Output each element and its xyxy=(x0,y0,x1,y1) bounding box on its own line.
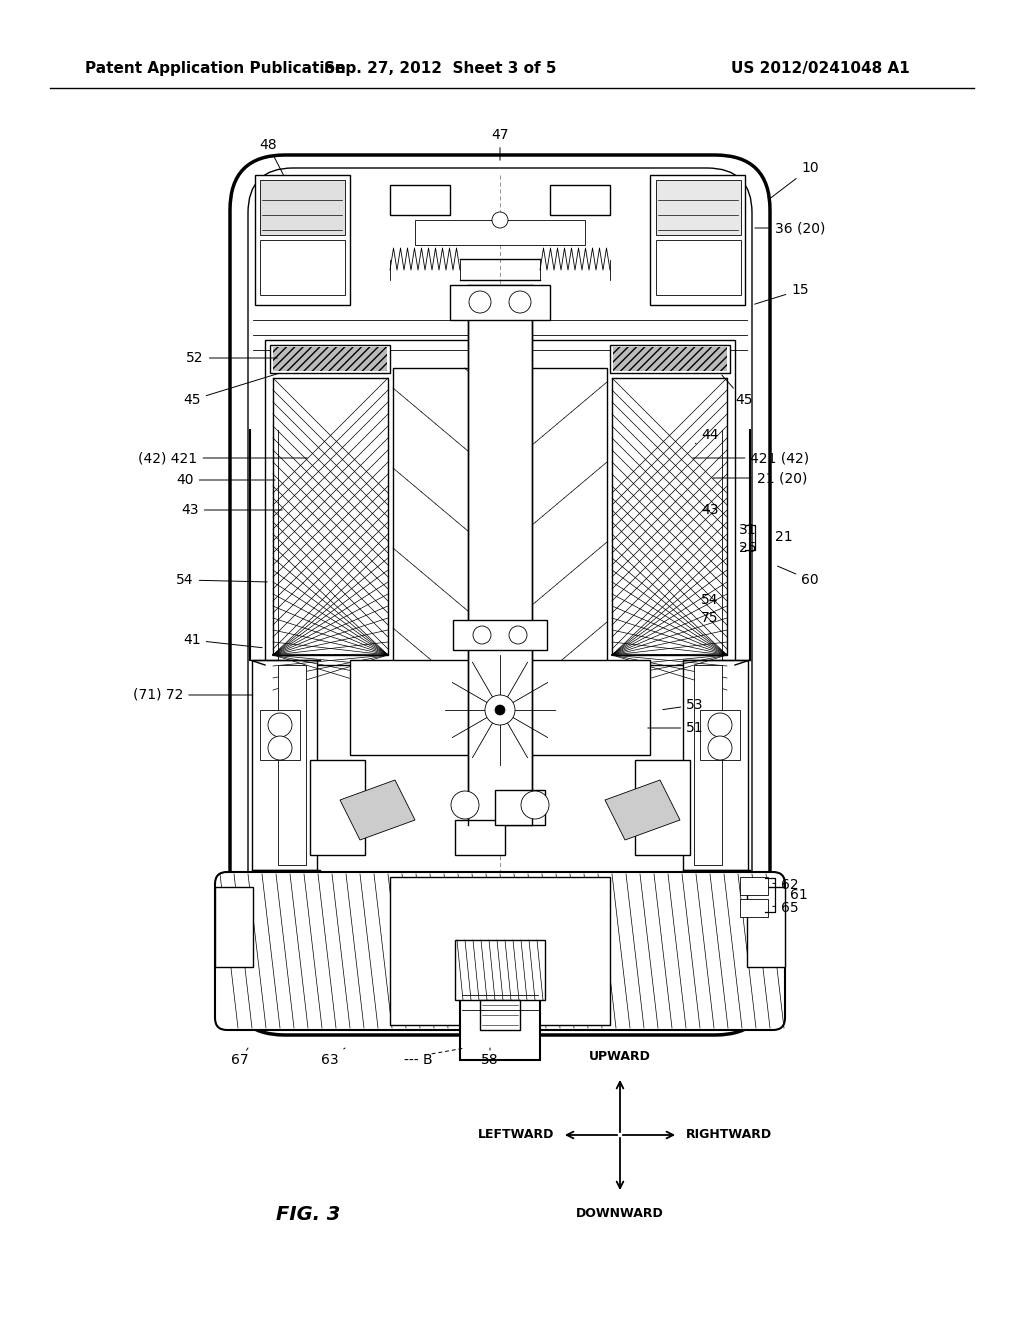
Bar xyxy=(415,220,585,246)
Text: (42) 421: (42) 421 xyxy=(138,451,307,465)
Bar xyxy=(453,620,547,649)
Bar xyxy=(495,789,545,825)
Bar xyxy=(740,876,768,895)
Polygon shape xyxy=(340,780,415,840)
Circle shape xyxy=(521,791,549,818)
Text: 52: 52 xyxy=(186,351,278,366)
Text: 54: 54 xyxy=(701,593,719,607)
Text: LEFTWARD: LEFTWARD xyxy=(477,1129,554,1142)
Text: US 2012/0241048 A1: US 2012/0241048 A1 xyxy=(731,61,909,75)
Bar xyxy=(393,368,607,665)
Text: 43: 43 xyxy=(701,503,719,517)
Text: (71) 72: (71) 72 xyxy=(133,688,252,702)
Text: 10: 10 xyxy=(770,161,819,198)
Text: 421 (42): 421 (42) xyxy=(693,451,810,465)
Bar xyxy=(273,378,388,655)
Bar xyxy=(265,341,735,665)
Text: 41: 41 xyxy=(183,634,262,648)
Text: FIG. 3: FIG. 3 xyxy=(275,1205,340,1225)
Text: 47: 47 xyxy=(492,128,509,160)
Text: 60: 60 xyxy=(777,566,819,587)
FancyBboxPatch shape xyxy=(230,154,770,1035)
Bar xyxy=(252,660,317,870)
Bar xyxy=(270,345,390,374)
Bar xyxy=(255,176,350,305)
Bar xyxy=(480,1001,520,1030)
Bar xyxy=(390,876,610,1026)
Text: 58: 58 xyxy=(481,1048,499,1067)
Text: 21 (20): 21 (20) xyxy=(713,471,807,484)
Text: 21: 21 xyxy=(775,531,793,544)
Text: 53: 53 xyxy=(663,698,703,711)
Text: 67: 67 xyxy=(231,1048,249,1067)
Text: Sep. 27, 2012  Sheet 3 of 5: Sep. 27, 2012 Sheet 3 of 5 xyxy=(324,61,556,75)
Text: 44: 44 xyxy=(695,428,719,444)
Circle shape xyxy=(469,290,490,313)
Bar xyxy=(656,240,741,294)
Bar xyxy=(310,760,365,855)
Text: Patent Application Publication: Patent Application Publication xyxy=(85,61,346,75)
Text: 45: 45 xyxy=(183,374,278,407)
Text: 61: 61 xyxy=(790,888,808,902)
Bar xyxy=(468,285,532,825)
Circle shape xyxy=(473,626,490,644)
Text: 63: 63 xyxy=(322,1048,345,1067)
Text: 25: 25 xyxy=(739,541,757,554)
Circle shape xyxy=(451,791,479,818)
Bar xyxy=(694,665,722,865)
Text: 45: 45 xyxy=(722,375,753,407)
Bar xyxy=(613,347,727,371)
Bar xyxy=(260,710,300,760)
Bar xyxy=(656,180,741,235)
Polygon shape xyxy=(605,780,680,840)
Text: --- B: --- B xyxy=(403,1053,432,1067)
Circle shape xyxy=(509,626,527,644)
Text: 65: 65 xyxy=(773,902,799,915)
Bar xyxy=(550,185,610,215)
Bar xyxy=(700,710,740,760)
Text: 43: 43 xyxy=(181,503,283,517)
Text: RIGHTWARD: RIGHTWARD xyxy=(686,1129,772,1142)
Circle shape xyxy=(708,713,732,737)
Text: 75: 75 xyxy=(701,611,719,624)
Bar xyxy=(390,185,450,215)
Text: 40: 40 xyxy=(176,473,275,487)
Text: 15: 15 xyxy=(755,282,809,304)
Bar xyxy=(455,940,545,1001)
Circle shape xyxy=(268,713,292,737)
Circle shape xyxy=(492,213,508,228)
FancyBboxPatch shape xyxy=(248,168,752,1026)
Bar xyxy=(273,347,387,371)
Circle shape xyxy=(485,696,515,725)
Bar xyxy=(278,665,306,865)
Bar xyxy=(455,820,505,855)
FancyBboxPatch shape xyxy=(215,873,785,1030)
Bar xyxy=(260,240,345,294)
Bar xyxy=(350,660,650,755)
Bar xyxy=(260,180,345,235)
Bar xyxy=(215,887,253,968)
Bar xyxy=(746,887,785,968)
Text: UPWARD: UPWARD xyxy=(589,1049,651,1063)
Bar xyxy=(612,378,727,655)
Bar xyxy=(650,176,745,305)
Text: 51: 51 xyxy=(648,721,703,735)
Circle shape xyxy=(495,705,505,715)
Text: 48: 48 xyxy=(259,139,284,176)
Bar xyxy=(740,899,768,917)
Text: 62: 62 xyxy=(773,878,799,892)
Text: DOWNWARD: DOWNWARD xyxy=(577,1206,664,1220)
Circle shape xyxy=(509,290,531,313)
Bar xyxy=(683,660,748,870)
Text: 54: 54 xyxy=(176,573,267,587)
Circle shape xyxy=(268,737,292,760)
Circle shape xyxy=(708,737,732,760)
Bar xyxy=(610,345,730,374)
Text: 31: 31 xyxy=(739,523,757,537)
Bar xyxy=(635,760,690,855)
Bar xyxy=(450,285,550,319)
Bar xyxy=(460,979,540,1060)
Text: 36 (20): 36 (20) xyxy=(755,220,825,235)
